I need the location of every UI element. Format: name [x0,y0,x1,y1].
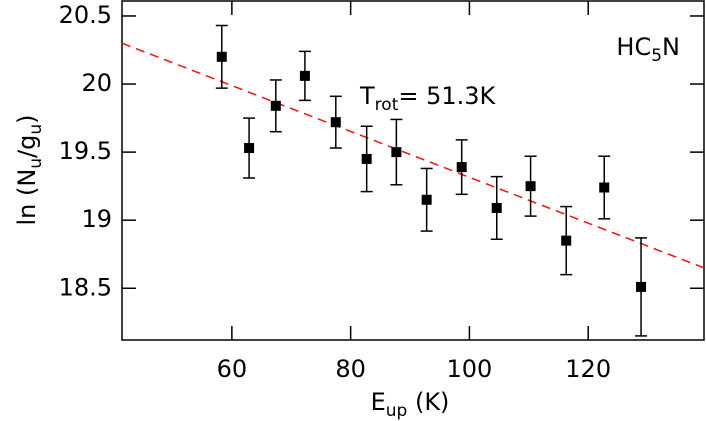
marker [330,117,341,128]
y-tick-label: 19 [81,205,112,233]
y-axis-label-part: u [26,124,46,135]
y-axis-label-part: ln (N [13,169,41,226]
x-axis-label-part: up [386,401,408,421]
marker [244,143,255,154]
annotation-part: T [359,82,375,110]
y-axis-label-part: /g [13,135,41,158]
marker [525,181,536,192]
marker [421,194,432,205]
marker [270,100,281,111]
marker [561,235,572,246]
marker [299,70,310,81]
annotation-part: N [662,33,680,61]
annotation-part: rot [375,95,399,115]
annotation-part: 5 [651,46,662,66]
fit-line [121,42,705,269]
y-tick-label: 20 [81,69,112,97]
y-tick-label: 20.5 [59,1,112,29]
y-tick-label: 18.5 [59,273,112,301]
marker [599,182,610,193]
marker [361,153,372,164]
x-tick-label: 80 [335,355,366,383]
marker [391,147,402,158]
x-tick-label: 60 [217,355,248,383]
x-axis-label-part: (K) [407,388,449,416]
x-axis-label: Eup (K) [371,388,450,421]
y-axis-label: ln (Nu/gu) [13,114,46,225]
y-axis-label-part: ) [13,114,41,123]
plot-frame [121,0,705,341]
x-axis-label-part: E [371,388,386,416]
marker [216,51,227,62]
annotation: HC5N [616,33,680,66]
y-axis-label-part: u [26,158,46,169]
marker [456,162,467,173]
x-tick-label: 120 [565,355,611,383]
annotation-part: HC [616,33,651,61]
y-tick-label: 19.5 [59,137,112,165]
annotation: Trot= 51.3K [359,82,497,115]
annotation-part: = 51.3K [398,82,496,110]
x-tick-label: 100 [447,355,493,383]
marker [636,281,647,292]
marker [491,202,502,213]
